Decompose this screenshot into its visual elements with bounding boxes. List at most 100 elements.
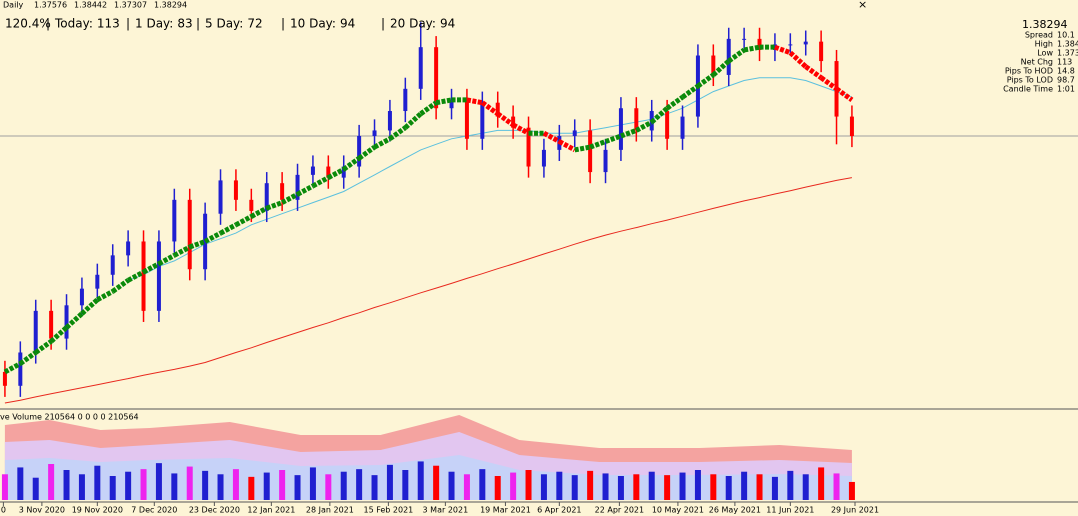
volume-bar bbox=[694, 470, 701, 500]
trend-ma-segment bbox=[203, 230, 222, 244]
volume-bar bbox=[109, 476, 116, 500]
volume-bar bbox=[848, 481, 855, 500]
bar-body bbox=[819, 41, 824, 62]
range-value: 72 bbox=[247, 17, 262, 31]
info-value: 14.8 bbox=[1057, 67, 1075, 76]
volume-bar bbox=[802, 474, 809, 500]
ohlc-value: 1.37576 bbox=[34, 1, 67, 10]
bar-body bbox=[18, 352, 23, 386]
volume-bar bbox=[710, 474, 717, 500]
trend-ma-segment bbox=[64, 311, 84, 330]
bar-body bbox=[588, 130, 593, 173]
trend-ma-segment bbox=[681, 84, 700, 100]
trend-ma-segment bbox=[635, 119, 653, 133]
bar-body bbox=[249, 199, 254, 211]
bar-body bbox=[141, 241, 146, 311]
trend-ma-segment bbox=[542, 131, 561, 144]
trend-ma-segment bbox=[727, 47, 746, 64]
bar-body bbox=[572, 130, 577, 136]
bar-body bbox=[156, 241, 161, 311]
bar-body bbox=[218, 180, 223, 214]
volume-bar bbox=[494, 476, 501, 500]
volume-bar bbox=[279, 470, 286, 500]
trend-ma-segment bbox=[173, 244, 191, 258]
range-label: Today: bbox=[54, 17, 93, 31]
bar-body bbox=[33, 310, 38, 353]
bar-body bbox=[711, 55, 716, 75]
volume-bar bbox=[248, 476, 255, 500]
volume-bar bbox=[32, 477, 39, 500]
bar-body bbox=[726, 38, 731, 75]
bar-body bbox=[742, 38, 747, 40]
x-tick-label: 3 Nov 2020 bbox=[19, 506, 65, 515]
trend-ma-segment bbox=[96, 289, 114, 302]
volume-bar bbox=[787, 470, 794, 500]
volume-bar bbox=[386, 464, 393, 500]
bar-body bbox=[849, 116, 854, 136]
bar-body bbox=[2, 371, 7, 386]
volume-bar bbox=[448, 471, 455, 500]
volume-bar bbox=[833, 473, 840, 500]
trend-ma-segment bbox=[574, 144, 591, 153]
volume-bar bbox=[818, 467, 825, 500]
volume-band bbox=[4, 455, 852, 500]
bar-body bbox=[449, 99, 454, 109]
volume-bar bbox=[402, 470, 409, 500]
x-tick-label: 10 May 2021 bbox=[652, 506, 704, 515]
range-separator: | bbox=[281, 17, 285, 31]
bar-body bbox=[480, 102, 485, 139]
trend-ma-segment bbox=[234, 214, 253, 228]
trend-ma-segment bbox=[403, 111, 423, 130]
volume-bar bbox=[125, 471, 132, 500]
info-label: High bbox=[1035, 40, 1053, 49]
volume-bar bbox=[417, 461, 424, 500]
bar-body bbox=[495, 102, 500, 117]
range-separator: | bbox=[381, 17, 385, 31]
range-label: 20 Day: bbox=[390, 17, 436, 31]
bar-body bbox=[341, 166, 346, 178]
bar-body bbox=[418, 47, 423, 89]
bar-body bbox=[264, 183, 269, 211]
bar-body bbox=[464, 99, 469, 139]
x-tick-label: 19 Mar 2021 bbox=[480, 506, 531, 515]
x-tick-label: 26 May 2021 bbox=[709, 506, 761, 515]
bar-body bbox=[541, 149, 546, 167]
trend-ma-segment bbox=[496, 111, 515, 127]
volume-bar bbox=[232, 469, 239, 500]
volume-bar bbox=[186, 466, 193, 500]
volume-bar bbox=[771, 476, 778, 500]
volume-bar bbox=[309, 467, 316, 500]
trend-ma-segment bbox=[835, 86, 854, 102]
volume-bar bbox=[756, 474, 763, 500]
trend-ma-segment bbox=[466, 97, 483, 106]
bar-body bbox=[387, 111, 392, 131]
moving-average bbox=[4, 177, 852, 404]
info-value: 10.1 bbox=[1057, 31, 1075, 40]
current-price: 1.38294 bbox=[1022, 18, 1068, 31]
bar-body bbox=[187, 199, 192, 270]
bar-body bbox=[95, 274, 100, 289]
range-label: 1 Day: bbox=[135, 17, 173, 31]
bar-body bbox=[757, 38, 762, 50]
volume-bar bbox=[510, 472, 517, 500]
bar-body bbox=[665, 111, 670, 139]
trend-ma-segment bbox=[327, 167, 345, 180]
trend-ma-segment bbox=[650, 106, 669, 124]
info-label: Pips To LOD bbox=[1007, 76, 1053, 85]
volume-bar bbox=[217, 474, 224, 500]
info-value: 1.38442 bbox=[1057, 40, 1078, 49]
x-tick-label: 19 Nov 2020 bbox=[72, 506, 123, 515]
volume-bar bbox=[17, 467, 24, 500]
trend-ma-segment bbox=[250, 205, 268, 219]
volume-bar bbox=[725, 476, 732, 500]
volume-bar bbox=[202, 470, 209, 500]
volume-bar bbox=[140, 469, 147, 500]
info-value: 113 bbox=[1057, 58, 1072, 67]
trend-ma-segment bbox=[219, 222, 238, 236]
bar-body bbox=[403, 88, 408, 112]
bar-body bbox=[280, 183, 285, 200]
volume-bar bbox=[433, 465, 440, 500]
x-tick-label: 11 Jun 2021 bbox=[766, 506, 814, 515]
trend-ma-segment bbox=[296, 183, 315, 197]
trend-ma-segment bbox=[342, 156, 361, 172]
